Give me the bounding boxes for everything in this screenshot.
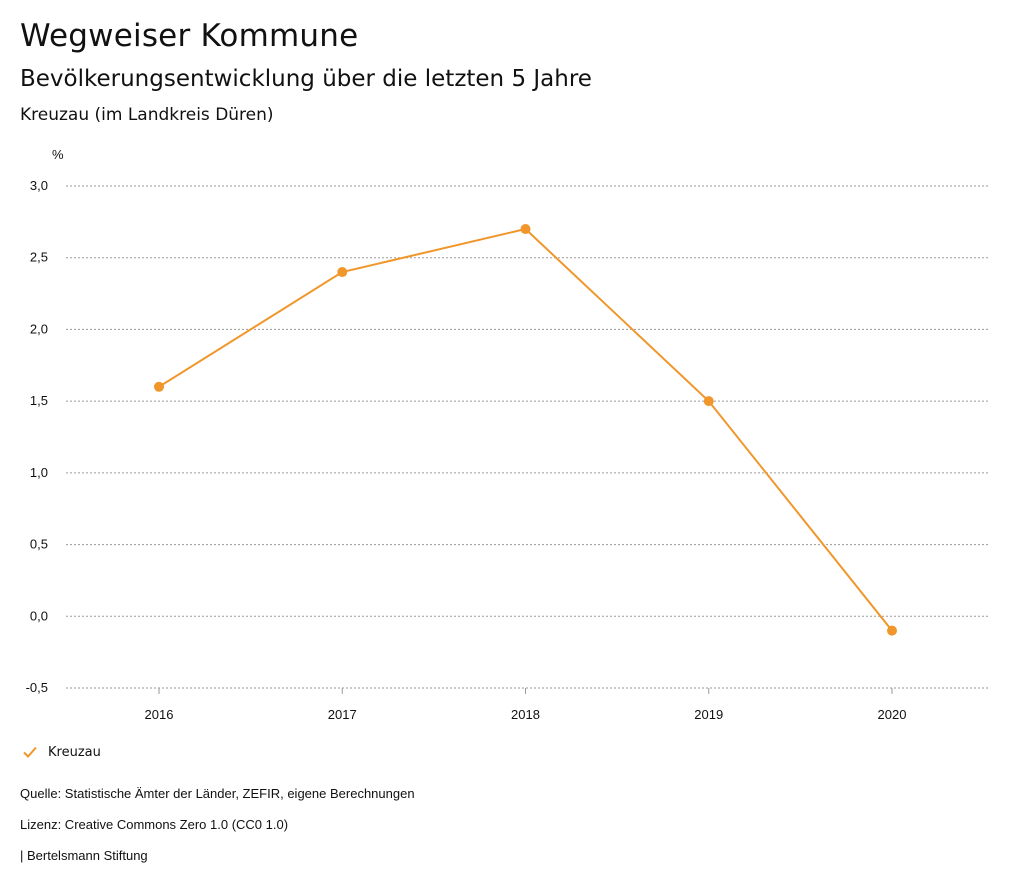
x-tick-label: 2018 bbox=[511, 707, 540, 722]
grid-lines bbox=[66, 185, 990, 689]
x-tick-label: 2017 bbox=[328, 707, 357, 722]
x-tick-label: 2016 bbox=[145, 707, 174, 722]
y-tick-label: 0,5 bbox=[30, 537, 48, 552]
legend-label-kreuzau[interactable]: Kreuzau bbox=[48, 744, 101, 760]
publisher-note: | Bertelsmann Stiftung bbox=[20, 848, 148, 863]
y-tick-label: 1,0 bbox=[30, 465, 48, 480]
region-label: Kreuzau (im Landkreis Düren) bbox=[20, 105, 274, 125]
data-point[interactable] bbox=[520, 224, 531, 235]
y-tick-labels: 3,0 2,5 2,0 1,5 1,0 0,5 0,0 -0,5 bbox=[26, 178, 48, 695]
check-icon[interactable] bbox=[22, 744, 38, 760]
x-tick-labels: 2016 2017 2018 2019 2020 bbox=[145, 688, 907, 722]
y-tick-label: 2,0 bbox=[30, 321, 48, 336]
license-note: Lizenz: Creative Commons Zero 1.0 (CC0 1… bbox=[20, 817, 289, 832]
page-title: Wegweiser Kommune bbox=[20, 18, 359, 54]
series-kreuzau bbox=[154, 224, 897, 636]
data-point[interactable] bbox=[337, 267, 348, 278]
data-point[interactable] bbox=[887, 625, 897, 636]
legend: Kreuzau bbox=[22, 744, 101, 760]
x-tick-label: 2020 bbox=[878, 707, 907, 722]
y-tick-label: 0,0 bbox=[30, 608, 48, 623]
chart-subtitle: Bevölkerungsentwicklung über die letzten… bbox=[20, 66, 592, 92]
data-point[interactable] bbox=[703, 396, 714, 407]
y-tick-label: -0,5 bbox=[26, 680, 48, 695]
series-line bbox=[158, 227, 893, 632]
line-chart: % 3,0 2,5 2,0 1,5 1,0 0,5 0,0 -0,5 2016 2017 2018… bbox=[26, 147, 990, 722]
data-point[interactable] bbox=[154, 381, 164, 392]
y-tick-label: 1,5 bbox=[30, 393, 48, 408]
source-note: Quelle: Statistische Ämter der Länder, Z… bbox=[20, 786, 415, 801]
y-tick-label: 2,5 bbox=[30, 250, 48, 265]
x-tick-label: 2019 bbox=[694, 707, 723, 722]
y-axis-unit-label: % bbox=[52, 147, 64, 162]
y-tick-label: 3,0 bbox=[30, 178, 48, 193]
